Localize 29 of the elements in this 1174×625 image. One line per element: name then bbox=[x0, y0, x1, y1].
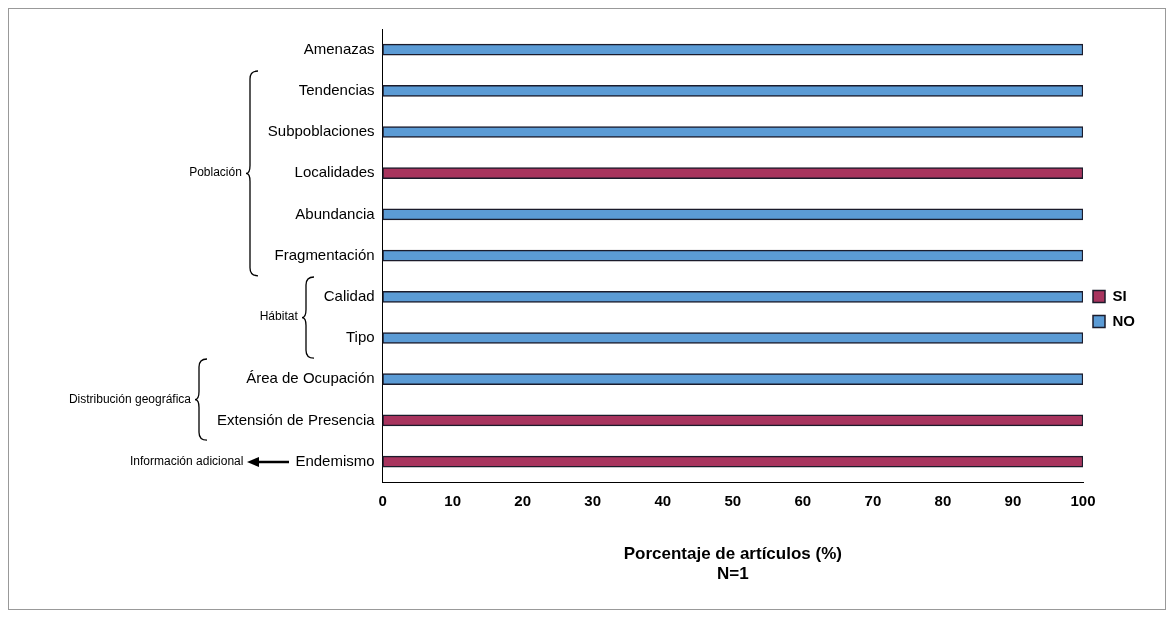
y-tick-label: Abundancia bbox=[295, 204, 376, 222]
x-axis-title: Porcentaje de artículos (%) N=1 bbox=[623, 544, 842, 584]
text: Hábitat bbox=[259, 309, 298, 324]
text: Distribución geográfica bbox=[68, 391, 191, 406]
x-tick-label: 10 bbox=[444, 492, 461, 510]
text: Población bbox=[189, 165, 242, 180]
y-tick-label: Área de Ocupación bbox=[246, 369, 375, 387]
x-tick-label: 30 bbox=[584, 492, 602, 510]
x-tick-label: 40 bbox=[654, 492, 672, 510]
y-tick-label: Calidad bbox=[323, 286, 375, 304]
y-tick-label: Extensión de Presencia bbox=[216, 410, 376, 428]
legend-label: SI bbox=[1112, 286, 1127, 304]
y-tick-label: Tipo bbox=[345, 328, 375, 346]
x-tick-label: 60 bbox=[794, 492, 812, 510]
y-tick-label: Localidades bbox=[294, 163, 375, 181]
y-tick-label: Fragmentación bbox=[274, 245, 375, 263]
y-tick-label: Tendencias bbox=[298, 80, 375, 98]
x-tick-label: 100 bbox=[1070, 492, 1096, 510]
x-tick-label: 90 bbox=[1004, 492, 1022, 510]
y-tick-label: Endemismo bbox=[295, 451, 375, 469]
x-tick-label: 80 bbox=[934, 492, 952, 510]
x-tick-label: 0 bbox=[378, 492, 387, 510]
x-tick-label: 50 bbox=[724, 492, 742, 510]
x-tick-label: 70 bbox=[864, 492, 882, 510]
legend-label: NO bbox=[1112, 311, 1136, 329]
y-tick-label: Subpoblaciones bbox=[267, 122, 375, 140]
x-tick-label: 20 bbox=[514, 492, 532, 510]
y-tick-label: Amenazas bbox=[303, 39, 375, 57]
text: Información adicional bbox=[130, 453, 244, 468]
